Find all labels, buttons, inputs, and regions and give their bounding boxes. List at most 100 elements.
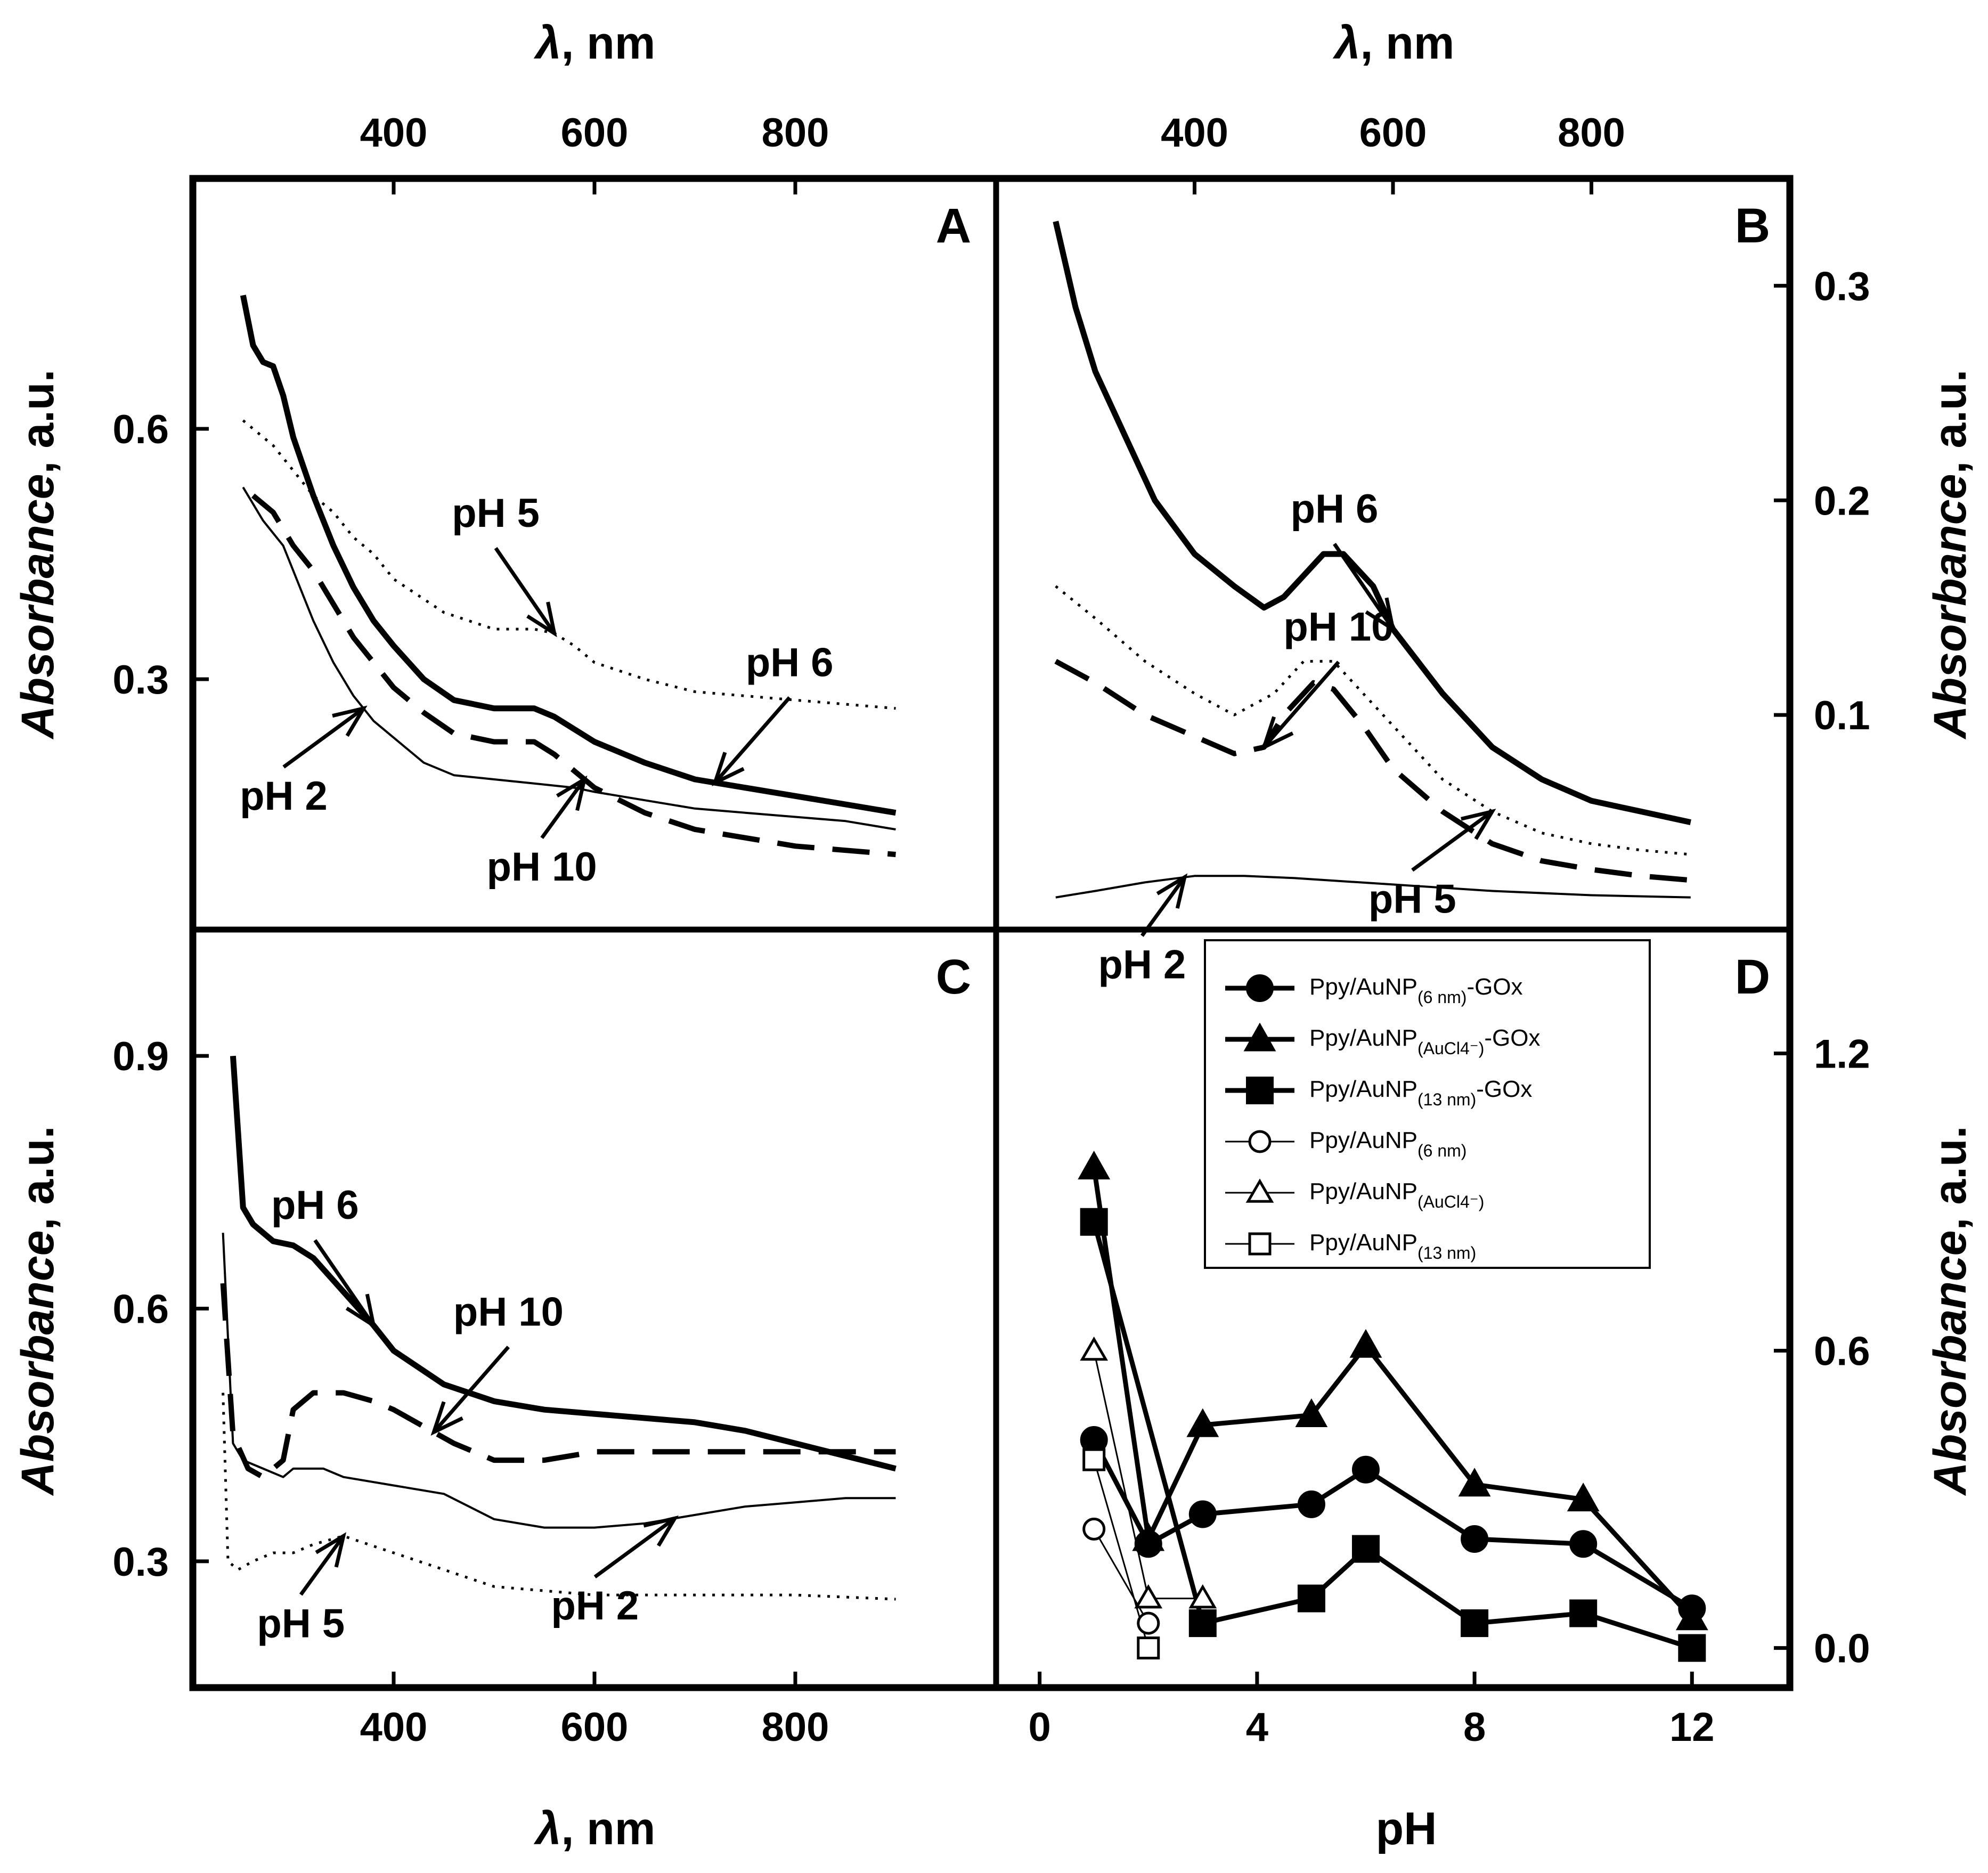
y-tick-label-a: 0.6	[112, 407, 169, 452]
y-axis-label-d: Absorbance, a.u.	[1925, 1126, 1976, 1496]
panel-c: 400 600 800 0.3 0.6 0.9 pH 6 pH 10 pH 2 pH 5	[112, 1034, 897, 1750]
marker-square	[1351, 1535, 1380, 1563]
annotation-label: pH 2	[1098, 942, 1186, 988]
panel-b: 400 600 800 0.1 0.2 0.3 pH 6 pH 10 pH 5 pH 2	[1053, 110, 1870, 988]
legend-label: Ppy/AuNP(6 nm)-GOx	[1309, 974, 1523, 1007]
marker-circle	[1351, 1455, 1380, 1484]
marker-square	[1678, 1634, 1706, 1662]
annotation-label: pH 10	[453, 1289, 564, 1334]
marker-triangle	[1349, 1329, 1382, 1358]
x-tick-label-c: 400	[360, 1705, 428, 1750]
annotation-arrowhead	[1461, 809, 1496, 840]
figure-frame	[189, 175, 1794, 1691]
annotation-arrow	[1140, 876, 1186, 937]
marker-square	[1297, 1584, 1325, 1613]
marker-circle	[1569, 1530, 1598, 1558]
annotation-label: pH 6	[271, 1183, 359, 1228]
series-line-a-ph2	[242, 486, 896, 830]
y-tick-label-c: 0.9	[112, 1034, 169, 1079]
annotation-arrowhead	[345, 1293, 377, 1330]
x-tick-label-d: 0	[1029, 1705, 1051, 1750]
marker-square	[1082, 1448, 1106, 1471]
annotation-arrowhead	[712, 752, 745, 787]
annotation-label: pH 6	[1291, 486, 1379, 532]
panel-label-a: A	[936, 199, 971, 253]
y-tick-label-d: 0.6	[1814, 1329, 1870, 1374]
marker-triangle	[1245, 1178, 1274, 1203]
legend-label: Ppy/AuNP(6 nm)	[1309, 1127, 1466, 1160]
series-line-c-ph6	[230, 1055, 897, 1472]
y-axis-label-c: Absorbance, a.u.	[12, 1126, 63, 1496]
series-line-a-ph5	[242, 419, 896, 710]
annotation-arrow	[282, 707, 365, 769]
series-line-c-ph2	[222, 1233, 896, 1529]
marker-triangle	[1132, 1522, 1165, 1551]
annotation-arrowhead	[1365, 597, 1396, 633]
y-tick-label-b: 0.1	[1814, 693, 1870, 738]
series-line-a-ph10	[251, 493, 896, 857]
y-tick-label-d: 1.2	[1814, 1032, 1870, 1077]
annotation-label: pH 2	[551, 1583, 639, 1628]
legend-label: Ppy/AuNP(AuCl4⁻)	[1309, 1178, 1484, 1211]
x-tick-label-b: 400	[1161, 110, 1228, 156]
x-tick-label-b: 800	[1558, 110, 1625, 156]
x-tick-label-a: 400	[360, 110, 428, 156]
annotation-arrowhead	[332, 705, 368, 737]
annotation-arrowhead	[1260, 716, 1294, 751]
annotation-label: pH 2	[240, 773, 328, 819]
annotation-arrow	[313, 1239, 376, 1327]
annotation-arrow	[432, 1346, 510, 1434]
annotation-arrow	[1411, 810, 1494, 872]
x-tick-label-a: 600	[561, 110, 629, 156]
marker-triangle	[1243, 1022, 1276, 1052]
annotation-arrow	[540, 778, 586, 840]
panel-label-d: D	[1735, 950, 1770, 1004]
annotation-label: pH 10	[487, 844, 597, 890]
annotation-arrowhead	[556, 775, 588, 811]
x-tick-label-c: 600	[561, 1705, 629, 1750]
annotation-arrow	[593, 1517, 676, 1579]
marker-triangle	[1188, 1584, 1217, 1609]
x-axis-label-top-b: λ, nm	[1333, 18, 1455, 69]
annotation-label: pH 5	[257, 1601, 345, 1646]
annotation-arrow	[299, 1535, 345, 1596]
annotation-arrow	[1262, 661, 1340, 748]
marker-triangle	[1295, 1398, 1328, 1427]
y-axis-label-a: Absorbance, a.u.	[12, 370, 63, 740]
marker-triangle	[1567, 1483, 1600, 1512]
y-tick-label-d: 0.0	[1814, 1626, 1870, 1672]
marker-square	[1080, 1208, 1108, 1236]
legend-label: Ppy/AuNP(13 nm)-GOx	[1309, 1076, 1532, 1109]
annotation-arrow	[1333, 543, 1395, 630]
legend-label: Ppy/AuNP(AuCl4⁻)-GOx	[1309, 1025, 1540, 1058]
legend-label: Ppy/AuNP(13 nm)	[1309, 1229, 1476, 1263]
marker-circle	[1297, 1490, 1325, 1518]
panel-label-b: B	[1735, 199, 1770, 253]
marker-square	[1569, 1599, 1598, 1627]
marker-circle	[1188, 1500, 1217, 1528]
series-line-d	[1091, 1167, 1694, 1620]
x-tick-label-d: 12	[1669, 1705, 1715, 1750]
marker-triangle	[1675, 1601, 1708, 1631]
y-tick-label-b: 0.3	[1814, 264, 1870, 309]
annotation-arrowhead	[643, 1515, 679, 1547]
y-tick-label-a: 0.3	[112, 657, 169, 703]
y-axis-label-b: Absorbance, a.u.	[1925, 370, 1976, 740]
x-tick-label-c: 800	[762, 1705, 829, 1750]
marker-square	[1246, 1077, 1274, 1104]
marker-triangle	[1080, 1336, 1109, 1361]
y-tick-label-b: 0.2	[1814, 478, 1870, 524]
x-axis-label-top-a: λ, nm	[534, 18, 656, 69]
x-axis-label-bottom-c: λ, nm	[534, 1803, 656, 1854]
marker-circle	[1461, 1525, 1489, 1553]
series-line-b-ph5	[1055, 585, 1691, 856]
x-tick-label-d: 8	[1463, 1705, 1486, 1750]
panel-label-c: C	[936, 950, 971, 1004]
marker-triangle	[1078, 1150, 1111, 1179]
marker-square	[1188, 1609, 1217, 1638]
marker-triangle	[1458, 1468, 1491, 1497]
annotation-label: pH 6	[746, 640, 834, 685]
series-line-b-ph2	[1055, 875, 1691, 899]
series-line-c-ph5	[222, 1392, 896, 1601]
legend-box	[1204, 939, 1651, 1269]
